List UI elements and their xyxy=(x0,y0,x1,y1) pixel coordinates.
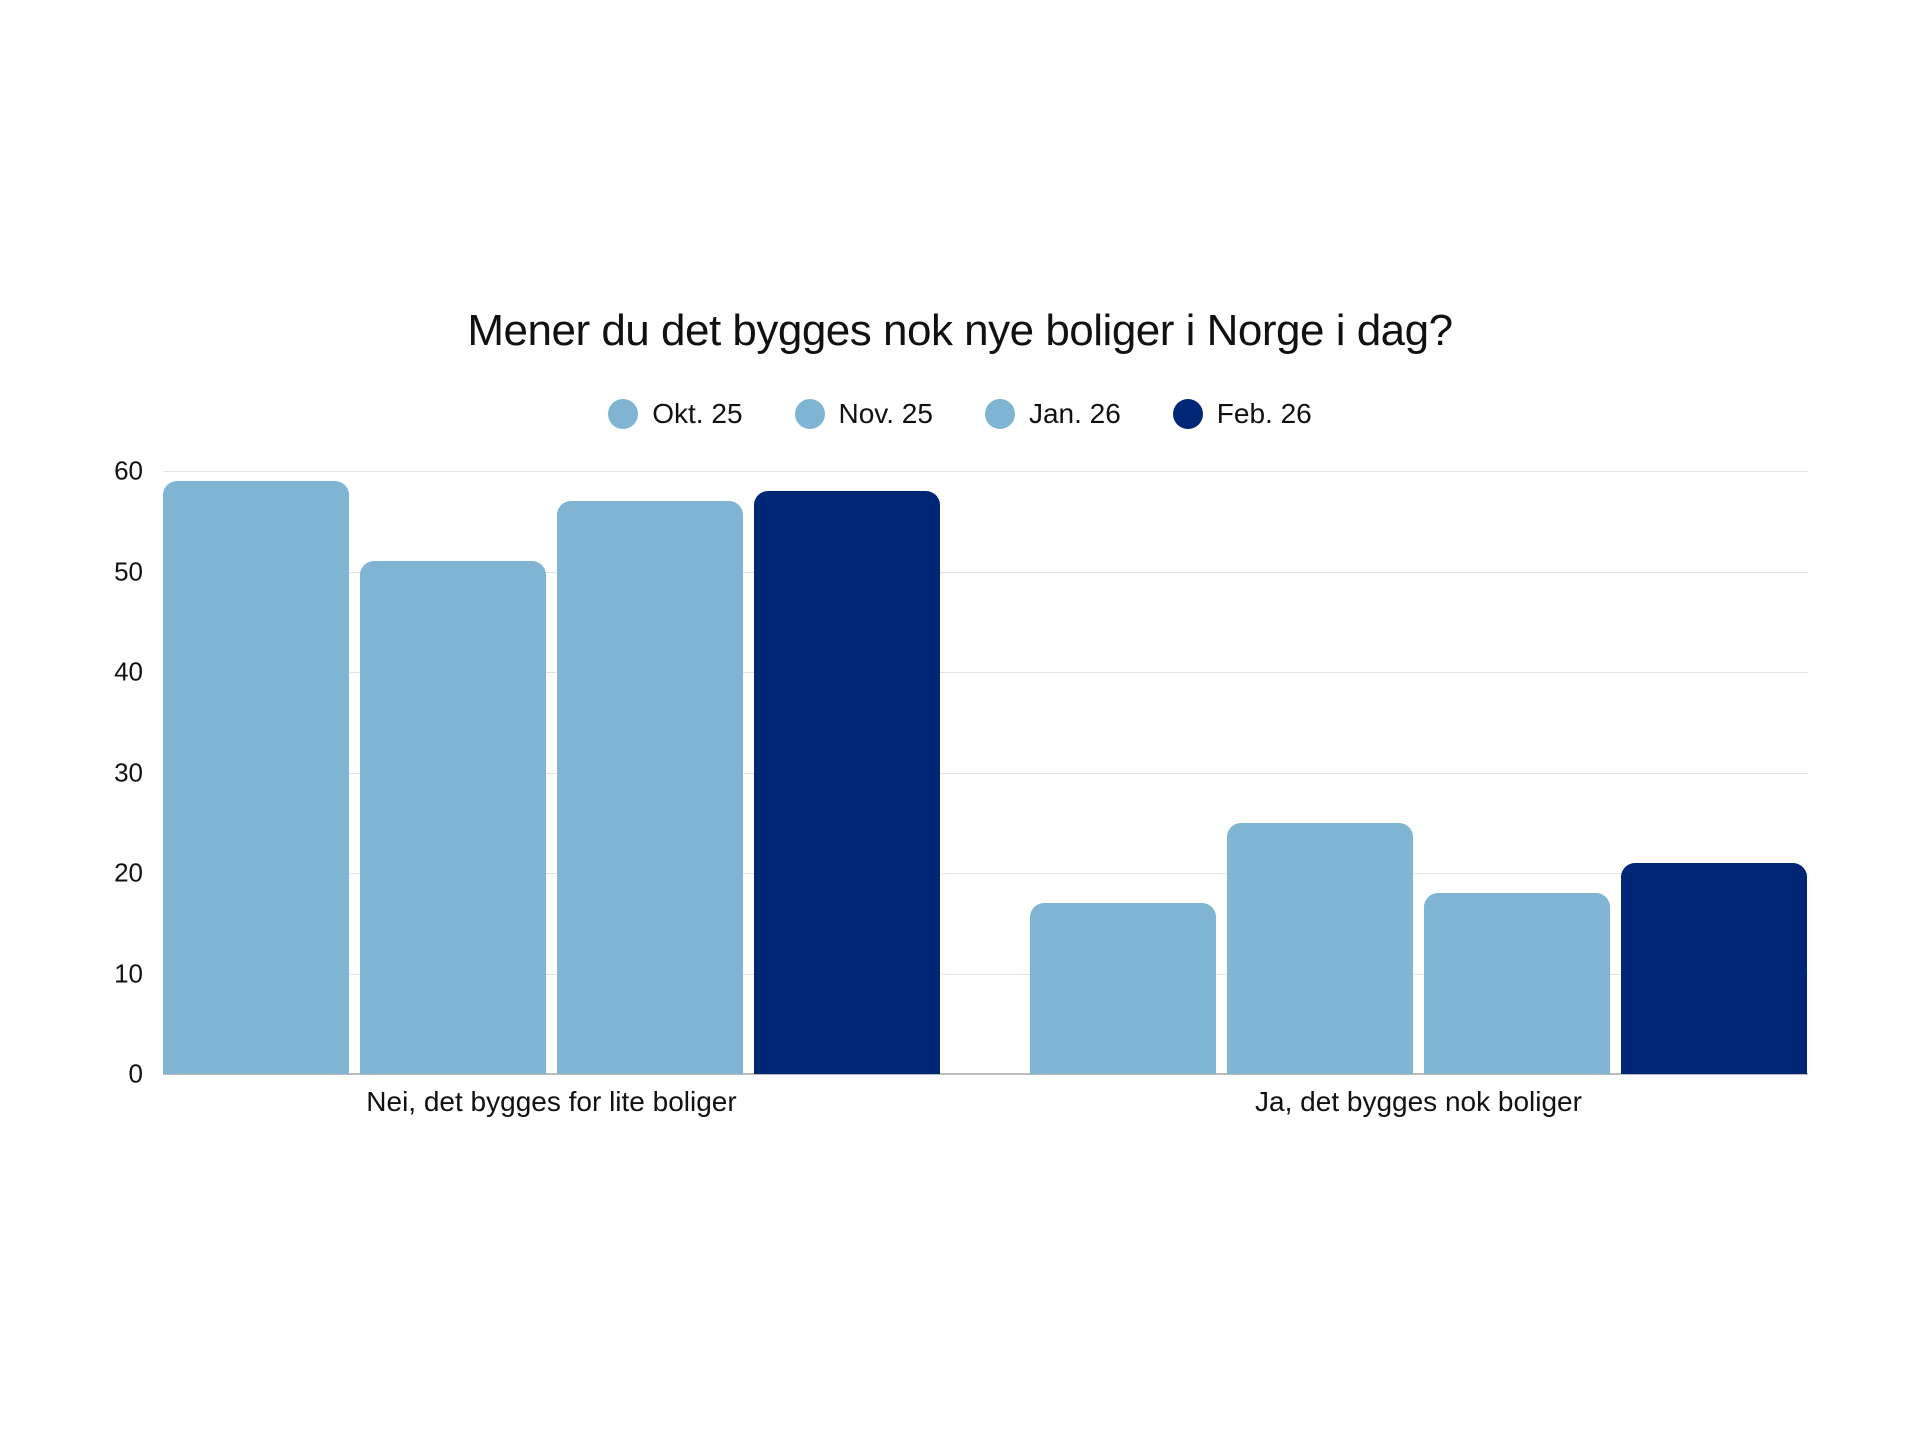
gridline xyxy=(163,571,1808,573)
gridline xyxy=(163,672,1808,673)
legend-label: Jan. 26 xyxy=(1028,398,1121,429)
legend-label: Nov. 25 xyxy=(838,398,933,429)
bar[interactable] xyxy=(1227,822,1413,1074)
y-tick-label: 20 xyxy=(114,857,143,888)
legend-item-nov-25[interactable]: Nov. 25 xyxy=(794,398,933,430)
legend-dot-icon xyxy=(794,399,825,429)
legend-label: Okt. 25 xyxy=(652,398,743,429)
x-tick-label: Nei, det bygges for lite boliger xyxy=(366,1086,737,1117)
chart-title: Mener du det bygges nok nye boliger i No… xyxy=(467,306,1453,355)
y-tick-label: 60 xyxy=(114,455,143,486)
legend-item-feb-26[interactable]: Feb. 26 xyxy=(1172,398,1312,430)
gridline xyxy=(163,772,1808,774)
legend: Okt. 25 Nov. 25 Jan. 26 Feb. 26 xyxy=(0,398,1920,430)
legend-item-okt-25[interactable]: Okt. 25 xyxy=(608,398,743,430)
y-tick-label: 50 xyxy=(114,556,143,586)
gridline xyxy=(163,471,1808,472)
gridline xyxy=(163,873,1808,874)
x-tick-label: Ja, det bygges nok boliger xyxy=(1255,1086,1582,1117)
gridline xyxy=(163,973,1808,975)
plot-area xyxy=(163,471,1808,1075)
bar[interactable] xyxy=(1030,903,1216,1074)
bar[interactable] xyxy=(557,501,743,1074)
y-tick-label: 40 xyxy=(114,656,143,687)
bar[interactable] xyxy=(1424,893,1610,1074)
bar[interactable] xyxy=(1621,862,1807,1074)
bar[interactable] xyxy=(163,481,349,1074)
y-tick-label: 10 xyxy=(114,958,143,988)
bar[interactable] xyxy=(360,561,546,1074)
y-tick-label: 0 xyxy=(128,1058,143,1089)
y-tick-label: 30 xyxy=(114,757,143,787)
legend-dot-icon xyxy=(608,399,639,429)
legend-dot-icon xyxy=(984,399,1015,429)
bar[interactable] xyxy=(754,491,940,1074)
legend-label: Feb. 26 xyxy=(1216,398,1312,429)
x-axis-line xyxy=(163,1073,1808,1075)
legend-dot-icon xyxy=(1172,399,1203,429)
legend-item-jan-26[interactable]: Jan. 26 xyxy=(984,398,1121,430)
